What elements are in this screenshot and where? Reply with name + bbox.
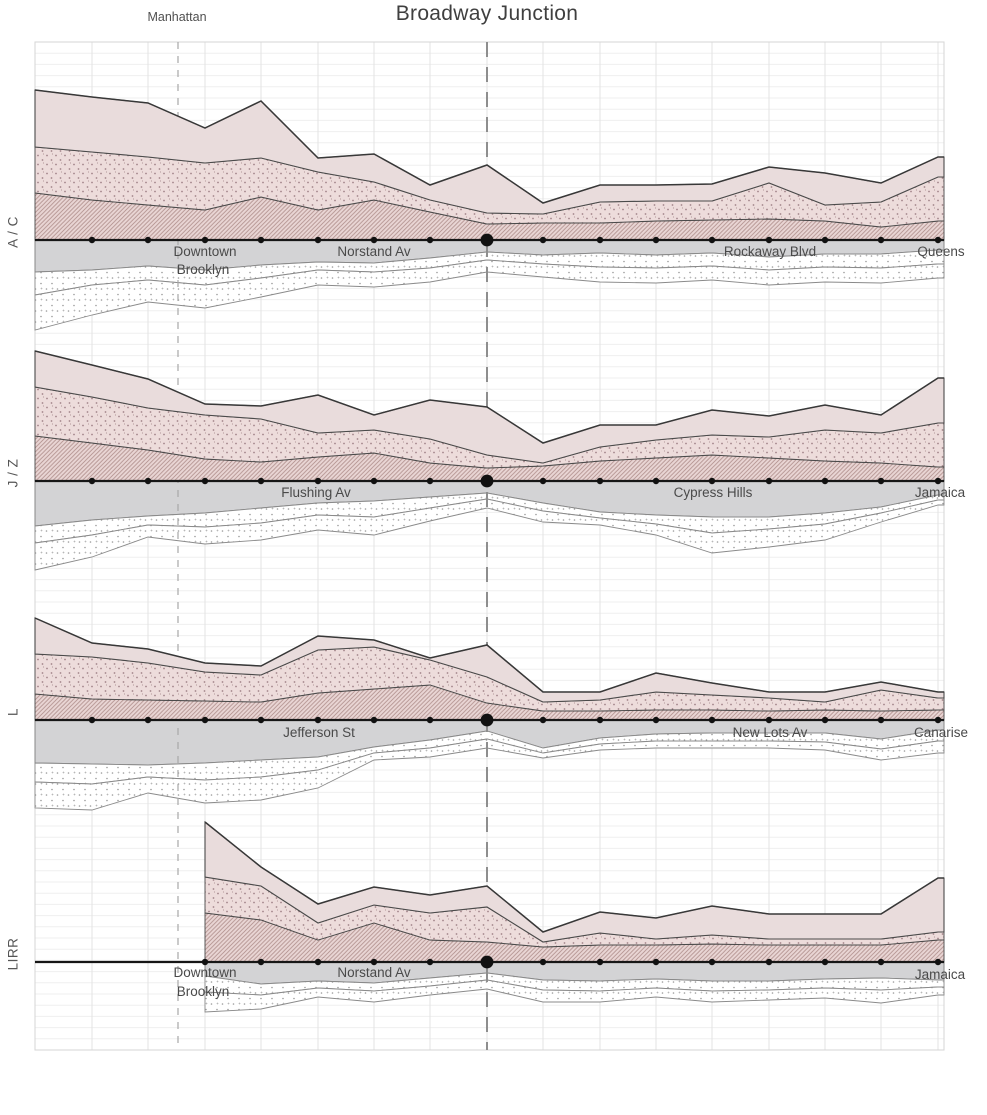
station-dot (539, 716, 547, 724)
station-dot (934, 236, 942, 244)
station-dot (708, 477, 716, 485)
station-dot (596, 477, 604, 485)
station-dot (596, 716, 604, 724)
band-dotted-lower2-row2 (34, 738, 945, 811)
station-label: Norstand Av (337, 965, 411, 980)
station-dot (934, 477, 942, 485)
junction-dot-row0 (480, 233, 494, 247)
manhattan-label: Manhattan (147, 10, 207, 24)
station-dot (765, 236, 773, 244)
station-dot (652, 958, 660, 966)
station-label: Brooklyn (177, 262, 230, 277)
band-top-edge-row0 (34, 89, 944, 204)
junction-dot-row3 (480, 955, 494, 969)
station-dot (426, 958, 434, 966)
chart-title: Broadway Junction (395, 2, 579, 25)
station-label: New Lots Av (733, 725, 808, 740)
station-label: Jamaica (915, 485, 966, 500)
station-dot (314, 716, 322, 724)
band-top-edge-row2 (34, 617, 944, 693)
station-dot (370, 477, 378, 485)
station-dot (88, 477, 96, 485)
junction-dot-row1 (480, 474, 494, 488)
station-label: Downtown (173, 965, 236, 980)
junction-dot-row2 (480, 713, 494, 727)
row-label: A / C (6, 216, 21, 248)
station-dot (821, 236, 829, 244)
station-dot (201, 716, 209, 724)
station-dot (877, 958, 885, 966)
station-label: Canarise (914, 725, 968, 740)
station-label: Downtown (173, 244, 236, 259)
station-dot (370, 958, 378, 966)
station-dot (144, 716, 152, 724)
station-dot (201, 236, 209, 244)
station-dot (370, 716, 378, 724)
station-dot (144, 236, 152, 244)
station-dot (934, 716, 942, 724)
station-dot (765, 958, 773, 966)
station-dot (201, 477, 209, 485)
station-dot (765, 477, 773, 485)
station-dot (257, 477, 265, 485)
station-label: Norstand Av (337, 244, 411, 259)
station-dot (596, 236, 604, 244)
station-dot (821, 716, 829, 724)
station-dot (821, 958, 829, 966)
band-dotted-lower2-row0 (34, 259, 945, 331)
station-dot (88, 236, 96, 244)
station-dot (652, 477, 660, 485)
station-dot (314, 236, 322, 244)
station-dot (314, 477, 322, 485)
station-dot (257, 958, 265, 966)
station-dot (201, 958, 209, 966)
station-dot (257, 236, 265, 244)
station-dot (539, 236, 547, 244)
station-dot (821, 477, 829, 485)
station-dot (539, 477, 547, 485)
station-label: Flushing Av (281, 485, 351, 500)
station-label: Jefferson St (283, 725, 355, 740)
station-dot (144, 477, 152, 485)
station-label: Brooklyn (177, 984, 230, 999)
row-label: J / Z (6, 459, 21, 488)
station-dot (596, 958, 604, 966)
station-dot (708, 716, 716, 724)
station-dot (314, 958, 322, 966)
station-dot (765, 716, 773, 724)
station-dot (88, 716, 96, 724)
band-top-edge-row1 (34, 350, 944, 444)
station-dot (370, 236, 378, 244)
station-dot (652, 716, 660, 724)
station-dot (708, 236, 716, 244)
station-dot (708, 958, 716, 966)
station-dot (652, 236, 660, 244)
station-dot (539, 958, 547, 966)
station-dot (426, 477, 434, 485)
station-label: Queens (917, 244, 965, 259)
station-dot (426, 716, 434, 724)
station-dot (426, 236, 434, 244)
station-dot (257, 716, 265, 724)
band-dotted-lower2-row1 (34, 498, 945, 571)
station-label: Cypress Hills (674, 485, 753, 500)
row-label: LIRR (6, 938, 21, 971)
station-label: Rockaway Blvd (724, 244, 816, 259)
station-dot (877, 716, 885, 724)
station-dot (877, 236, 885, 244)
band-top-edge-row3 (204, 821, 944, 933)
station-dot (877, 477, 885, 485)
station-dot (934, 958, 942, 966)
station-label: Jamaica (915, 967, 966, 982)
row-label: L (6, 708, 21, 716)
